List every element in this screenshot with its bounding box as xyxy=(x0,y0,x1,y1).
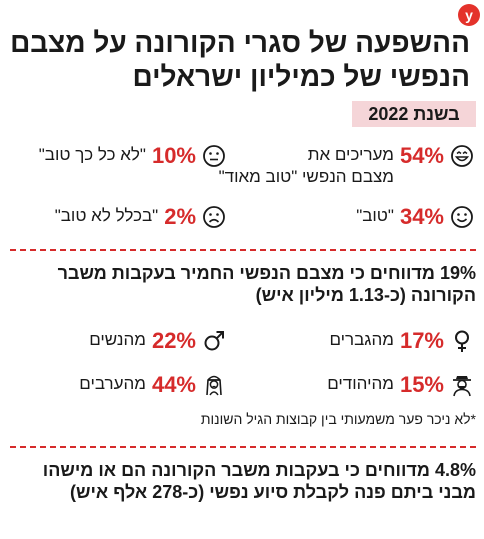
rating-pct: 34% xyxy=(399,204,444,229)
rating-very-good: 54% מעריכים את מצבם הנפשי "טוב מאוד" xyxy=(219,144,474,188)
group-label: מהגברים xyxy=(329,330,394,349)
grinning-face-icon xyxy=(451,145,473,167)
help-text: 4.8% מדווחים כי בעקבות משבר הקורונה הם א… xyxy=(42,460,476,502)
section-divider xyxy=(10,249,476,251)
rating-label: "לא כל כך טוב" xyxy=(38,145,146,164)
section-divider xyxy=(10,446,476,448)
rating-pct: 2% xyxy=(164,204,196,229)
rating-pct: 10% xyxy=(151,143,196,168)
smiling-face-icon xyxy=(451,206,473,228)
frowning-face-icon xyxy=(203,206,225,228)
group-women: 22% מהנשים xyxy=(89,329,226,353)
male-symbol-icon xyxy=(204,331,224,351)
rating-label: מעריכים את xyxy=(307,145,394,164)
jewish-man-icon xyxy=(453,376,471,397)
rating-label: "טוב" xyxy=(356,206,394,225)
group-pct: 17% xyxy=(399,328,444,353)
group-label: מהערבים xyxy=(79,374,146,393)
group-pct: 22% xyxy=(151,328,196,353)
group-arabs: 44% מהערבים xyxy=(79,373,226,397)
arab-man-icon xyxy=(206,375,222,396)
footnote: *לא ניכר פער משמעותי בין קבוצות הגיל השו… xyxy=(200,411,476,427)
group-label: מהנשים xyxy=(89,330,146,349)
page-title: ההשפעה של סגרי הקורונה על מצבם הנפשי של … xyxy=(10,27,470,92)
group-pct: 44% xyxy=(151,372,196,397)
rating-pct: 54% xyxy=(399,143,444,168)
rating-good: 34% "טוב" xyxy=(356,205,474,229)
group-men: 17% מהגברים xyxy=(329,329,474,353)
group-pct: 15% xyxy=(399,372,444,397)
female-symbol-icon xyxy=(455,330,469,352)
worsened-text: 19% מדווחים כי מצבם הנפשי החמיר בעקבות מ… xyxy=(57,263,476,305)
ynet-logo: y xyxy=(458,4,480,26)
rating-label: "בכלל לא טוב" xyxy=(54,206,159,225)
rating-label-line2: מצבם הנפשי "טוב מאוד" xyxy=(218,167,394,186)
group-label: מהיהודים xyxy=(327,374,394,393)
rating-not-good-at-all: 2% "בכלל לא טוב" xyxy=(55,205,226,229)
neutral-face-icon xyxy=(203,145,225,167)
year-badge: בשנת 2022 xyxy=(352,101,476,127)
group-jews: 15% מהיהודים xyxy=(327,373,474,397)
rating-not-so-good: 10% "לא כל כך טוב" xyxy=(39,144,226,168)
